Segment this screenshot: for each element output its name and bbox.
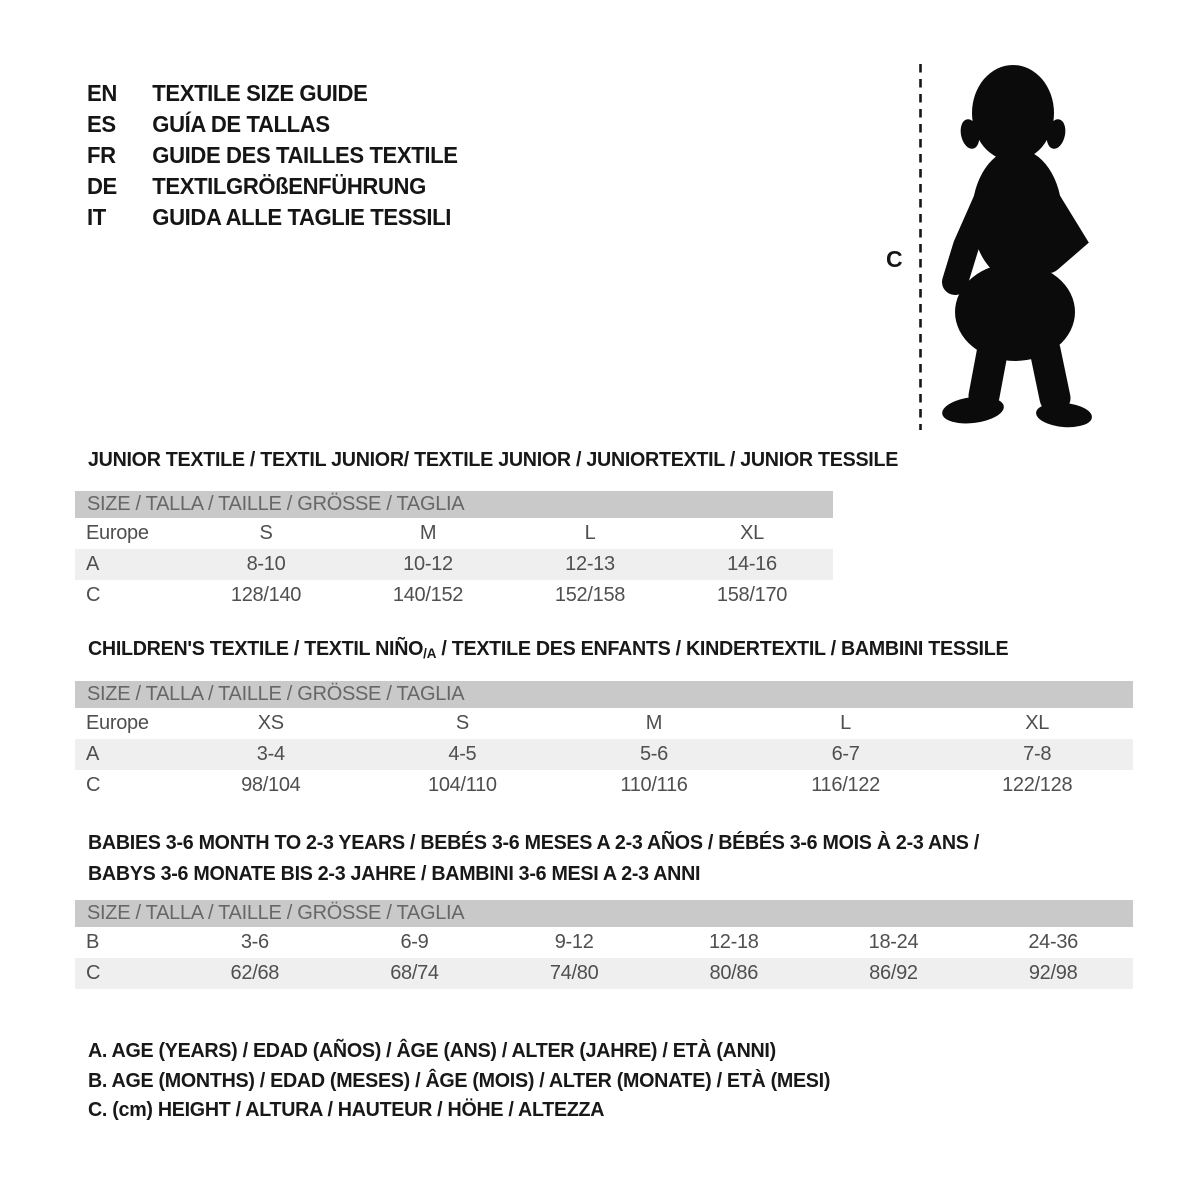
size-header: SIZE / TALLA / TAILLE / GRÖSSE / TAGLIA [75,491,833,518]
size-cell: 62/68 [175,958,335,989]
size-cell: XL [1025,712,1050,734]
legend-line-c: C. (cm) HEIGHT / ALTURA / HAUTEUR / HÖHE… [88,1098,605,1121]
size-cell: 140/152 [392,584,464,606]
size-cell: 110/116 [620,774,688,796]
size-cell: 80/86 [653,958,814,989]
size-cell: 10-12 [347,549,509,580]
size-cell: S [259,522,273,544]
language-row: DE TEXTILGRÖßENFÜHRUNG [87,171,458,202]
size-cell: L [840,712,851,734]
language-title: GUIDA ALLE TAGLIE TESSILI [152,204,451,230]
size-cell: 6-9 [400,931,429,953]
table-row: Europe S M L XL [75,518,833,549]
size-cell: 8-10 [185,549,347,580]
size-cell: 116/122 [811,774,880,796]
size-cell: 92/98 [973,958,1133,989]
section-title-children: CHILDREN'S TEXTILE / TEXTIL NIÑO/A / TEX… [88,637,1009,661]
size-cell: S [455,712,469,734]
legend-line-b: B. AGE (MONTHS) / EDAD (MESES) / ÂGE (MO… [88,1068,831,1092]
size-cell: 158/170 [716,584,788,606]
height-dashed-line [918,62,923,437]
language-code: FR [87,142,116,168]
row-label: C [75,958,175,989]
height-measure-label: C [886,246,903,272]
row-label: Europe [86,522,149,544]
table-row: C 62/68 68/74 74/80 80/86 86/92 92/98 [75,958,1133,989]
size-cell: XS [257,712,284,734]
size-cell: 122/128 [1002,774,1073,796]
size-cell: 12-13 [509,549,671,580]
language-row: ES GUÍA DE TALLAS [87,109,458,140]
section-title-children-sub: /A [423,645,437,661]
row-label: C [86,584,101,606]
baby-silhouette-icon [933,60,1103,437]
language-code: EN [87,80,117,106]
size-cell: 68/74 [334,958,495,989]
table-row: A 8-10 10-12 12-13 14-16 [75,549,833,580]
size-header: SIZE / TALLA / TAILLE / GRÖSSE / TAGLIA [75,900,1133,927]
size-cell: 24-36 [1028,931,1078,953]
size-header: SIZE / TALLA / TAILLE / GRÖSSE / TAGLIA [75,681,1133,708]
size-cell: 98/104 [241,774,301,796]
size-cell: 74/80 [494,958,654,989]
language-row: EN TEXTILE SIZE GUIDE [87,78,458,109]
size-cell: 104/110 [428,774,497,796]
table-row: Europe XS S M L XL [75,708,1133,739]
row-label: A [75,549,185,580]
size-cell: 4-5 [366,739,559,770]
section-title-babies-line1: BABIES 3-6 MONTH TO 2-3 YEARS / BEBÉS 3-… [88,831,980,854]
babies-size-table: SIZE / TALLA / TAILLE / GRÖSSE / TAGLIA … [75,900,1133,989]
language-code: IT [87,204,106,230]
size-cell: 14-16 [671,549,833,580]
language-row: FR GUIDE DES TAILLES TEXTILE [87,140,458,171]
size-cell: 9-12 [554,931,594,953]
language-title: TEXTILE SIZE GUIDE [152,80,368,106]
section-title-children-prefix: CHILDREN'S TEXTILE / TEXTIL NIÑO [88,637,424,660]
size-cell: XL [740,522,764,544]
size-cell: 6-7 [749,739,942,770]
size-cell: M [419,522,437,544]
section-title-babies-line2: BABYS 3-6 MONATE BIS 2-3 JAHRE / BAMBINI… [88,862,701,885]
language-code: ES [87,111,116,137]
language-row: IT GUIDA ALLE TAGLIE TESSILI [87,202,458,233]
size-cell: 152/158 [554,584,626,606]
table-row: B 3-6 6-9 9-12 12-18 18-24 24-36 [75,927,1133,958]
row-label: Europe [86,712,149,734]
section-title-junior: JUNIOR TEXTILE / TEXTIL JUNIOR/ TEXTILE … [88,448,899,471]
legend-line-a: A. AGE (YEARS) / EDAD (AÑOS) / ÂGE (ANS)… [88,1039,776,1062]
size-cell: 5-6 [558,739,750,770]
size-cell: 3-4 [175,739,367,770]
size-cell: 7-8 [941,739,1133,770]
row-label: C [86,774,101,796]
size-cell: 128/140 [230,584,302,606]
language-title: TEXTILGRÖßENFÜHRUNG [152,173,426,199]
children-size-table: SIZE / TALLA / TAILLE / GRÖSSE / TAGLIA … [75,681,1133,801]
size-cell: 86/92 [813,958,974,989]
language-code: DE [87,173,117,199]
table-row: A 3-4 4-5 5-6 6-7 7-8 [75,739,1133,770]
section-title-children-suffix: / TEXTILE DES ENFANTS / KINDERTEXTIL / B… [436,637,1009,660]
size-cell: 18-24 [868,931,919,953]
size-cell: M [645,712,663,734]
language-title: GUÍA DE TALLAS [152,111,330,137]
row-label: A [75,739,175,770]
language-title-list: EN TEXTILE SIZE GUIDE ES GUÍA DE TALLAS … [87,78,473,233]
size-cell: 3-6 [240,931,269,953]
size-cell: 12-18 [708,931,759,953]
table-row: C 128/140 140/152 152/158 158/170 [75,580,833,611]
measure-legend: A. AGE (YEARS) / EDAD (AÑOS) / ÂGE (ANS)… [88,1036,861,1125]
junior-size-table: SIZE / TALLA / TAILLE / GRÖSSE / TAGLIA … [75,491,833,611]
size-cell: L [584,522,596,544]
row-label: B [86,931,100,953]
table-row: C 98/104 104/110 110/116 116/122 122/128 [75,770,1133,801]
language-title: GUIDE DES TAILLES TEXTILE [152,142,458,168]
